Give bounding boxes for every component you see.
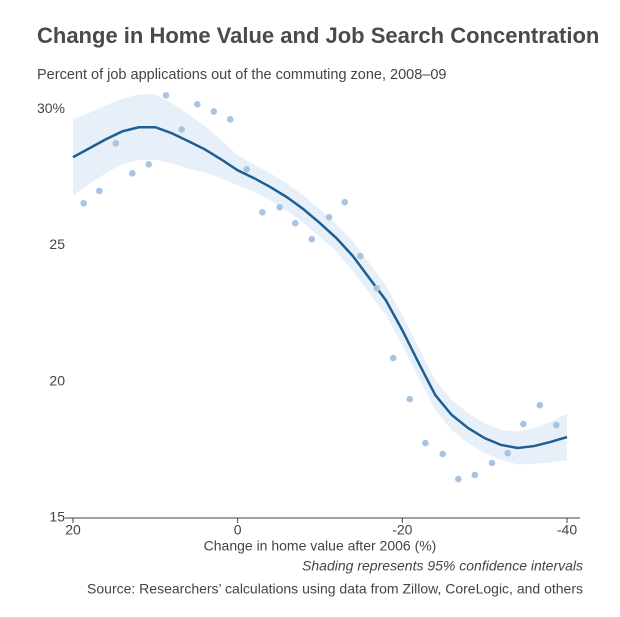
- scatter-point: [455, 475, 462, 483]
- source: Source: Researchers’ calculations using …: [87, 581, 583, 597]
- note: Shading represents 95% confidence interv…: [302, 558, 583, 574]
- y-tick-label: 30%: [37, 100, 65, 116]
- y-tick-label: 25: [49, 236, 65, 252]
- scatter-point: [226, 116, 234, 123]
- scatter-point: [341, 198, 349, 206]
- scatter-point: [243, 165, 251, 173]
- scatter-point: [259, 208, 266, 216]
- scatter-point: [308, 235, 316, 243]
- scatter-point: [422, 439, 429, 447]
- confidence-band: [73, 94, 567, 465]
- scatter-point: [80, 199, 88, 207]
- scatter-point: [389, 354, 397, 362]
- scatter-point: [439, 450, 446, 458]
- chart-subtitle: Percent of job applications out of the c…: [37, 67, 447, 83]
- scatter-point: [325, 213, 333, 221]
- fit-line: [72, 125, 568, 450]
- scatter-point: [276, 204, 283, 211]
- scatter-point: [292, 219, 299, 227]
- y-tick-label: 15: [49, 509, 65, 525]
- scatter-point: [112, 140, 120, 147]
- scatter-point: [194, 101, 201, 108]
- scatter-point: [504, 449, 512, 457]
- chart-title: Change in Home Value and Job Search Conc…: [37, 23, 599, 48]
- x-tick-label: -40: [557, 522, 577, 538]
- scatter-point: [145, 160, 153, 168]
- scatter-point: [536, 401, 544, 409]
- scatter-point: [178, 126, 185, 133]
- scatter-point: [128, 169, 136, 177]
- x-tick-label: 0: [234, 522, 242, 538]
- x-tick-label: 20: [65, 522, 81, 538]
- y-tick-label: 20: [49, 372, 65, 388]
- x-tick-label: -20: [392, 522, 412, 538]
- scatter-point: [488, 459, 496, 467]
- scatter-point: [471, 471, 479, 479]
- scatter-point: [357, 252, 364, 260]
- scatter-point: [210, 108, 218, 115]
- x-axis-label: Change in home value after 2006 (%): [204, 538, 437, 554]
- scatter-point: [406, 395, 414, 403]
- scatter-point: [520, 420, 527, 428]
- scatter-point: [373, 284, 381, 292]
- scatter-point: [552, 421, 560, 429]
- scatter-point: [96, 187, 103, 195]
- scatter-point: [162, 92, 170, 99]
